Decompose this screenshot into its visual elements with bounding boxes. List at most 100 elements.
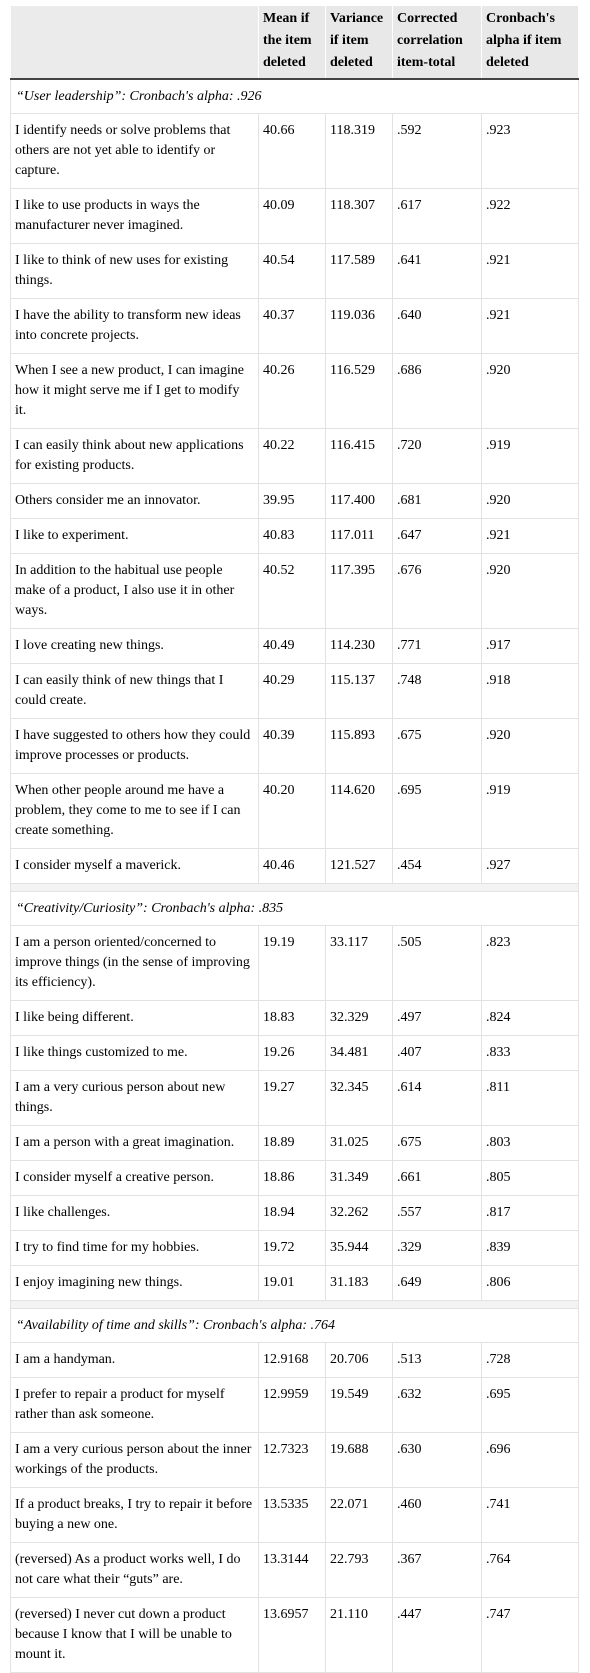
stat-value: 114.230 xyxy=(325,628,393,664)
item-statement: Others consider me an innovator. xyxy=(10,483,259,519)
item-statement: (reversed) I never cut down a product be… xyxy=(10,1597,259,1673)
stat-value: 19.26 xyxy=(258,1035,326,1071)
stat-value: .630 xyxy=(392,1432,482,1488)
stat-value: .748 xyxy=(392,663,482,719)
stat-value: .917 xyxy=(481,628,579,664)
stat-value: .923 xyxy=(481,113,579,189)
stat-value: 34.481 xyxy=(325,1035,393,1071)
table-row: I am a person oriented/concerned to impr… xyxy=(10,925,579,1001)
table-row: I like being different. 18.83 32.329.497.8… xyxy=(10,1000,579,1036)
stat-value: .686 xyxy=(392,353,482,429)
stat-value: 22.071 xyxy=(325,1487,393,1543)
item-statement: I can easily think of new things that I … xyxy=(10,663,259,719)
stat-value: 22.793 xyxy=(325,1542,393,1598)
stat-value: .839 xyxy=(481,1230,579,1266)
stat-value: .720 xyxy=(392,428,482,484)
table-row: I am a very curious person about the inn… xyxy=(10,1432,579,1488)
stat-value: .329 xyxy=(392,1230,482,1266)
section-spacer-cell xyxy=(10,1300,579,1309)
stat-value: 115.137 xyxy=(325,663,393,719)
item-statement: When other people around me have a probl… xyxy=(10,773,259,849)
reliability-table-container: Mean if the item deleted Variance if item… xyxy=(10,6,579,1673)
stat-value: .921 xyxy=(481,243,579,299)
stat-value: .824 xyxy=(481,1000,579,1036)
stat-value: .681 xyxy=(392,483,482,519)
section-title-row: “User leadership”: Cronbach's alpha: .92… xyxy=(10,79,579,114)
stat-value: .922 xyxy=(481,188,579,244)
stat-value: .640 xyxy=(392,298,482,354)
stat-value: 32.329 xyxy=(325,1000,393,1036)
table-body: “User leadership”: Cronbach's alpha: .92… xyxy=(10,79,579,1673)
section-spacer xyxy=(10,883,579,892)
item-statement: I have suggested to others how they coul… xyxy=(10,718,259,774)
stat-value: .920 xyxy=(481,353,579,429)
stat-value: .592 xyxy=(392,113,482,189)
table-row: When other people around me have a probl… xyxy=(10,773,579,849)
stat-value: 40.83 xyxy=(258,518,326,554)
reliability-table: Mean if the item deleted Variance if item… xyxy=(10,6,579,1673)
stat-value: .728 xyxy=(481,1342,579,1378)
stat-value: 117.589 xyxy=(325,243,393,299)
stat-value: 18.94 xyxy=(258,1195,326,1231)
stat-value: 116.415 xyxy=(325,428,393,484)
stat-value: 40.52 xyxy=(258,553,326,629)
item-statement: I like being different. xyxy=(10,1000,259,1036)
stat-value: .817 xyxy=(481,1195,579,1231)
stat-value: .407 xyxy=(392,1035,482,1071)
item-statement: I am a person with a great imagination. xyxy=(10,1125,259,1161)
stat-value: .927 xyxy=(481,848,579,884)
stat-value: .823 xyxy=(481,925,579,1001)
table-row: I prefer to repair a product for myself … xyxy=(10,1377,579,1433)
section-spacer-cell xyxy=(10,883,579,892)
stat-value: .675 xyxy=(392,718,482,774)
table-row: If a product breaks, I try to repair it … xyxy=(10,1487,579,1543)
stat-value: .921 xyxy=(481,298,579,354)
stat-value: 18.83 xyxy=(258,1000,326,1036)
stat-value: 18.89 xyxy=(258,1125,326,1161)
stat-value: .919 xyxy=(481,773,579,849)
header-cell: Cronbach's alpha if item deleted xyxy=(481,6,579,79)
table-row: I am a handyman. 12.9168 20.706.513.728 xyxy=(10,1342,579,1378)
stat-value: 33.117 xyxy=(325,925,393,1001)
stat-value: 19.01 xyxy=(258,1265,326,1301)
stat-value: 32.345 xyxy=(325,1070,393,1126)
stat-value: 118.307 xyxy=(325,188,393,244)
item-statement: I am a very curious person about the inn… xyxy=(10,1432,259,1488)
stat-value: .617 xyxy=(392,188,482,244)
item-statement: I like to experiment. xyxy=(10,518,259,554)
stat-value: 117.011 xyxy=(325,518,393,554)
stat-value: 40.49 xyxy=(258,628,326,664)
stat-value: 40.22 xyxy=(258,428,326,484)
stat-value: 40.46 xyxy=(258,848,326,884)
table-row: I consider myself a maverick. 40.46 121.52… xyxy=(10,848,579,884)
stat-value: 19.688 xyxy=(325,1432,393,1488)
item-statement: I try to find time for my hobbies. xyxy=(10,1230,259,1266)
item-statement: In addition to the habitual use people m… xyxy=(10,553,259,629)
item-statement: If a product breaks, I try to repair it … xyxy=(10,1487,259,1543)
stat-value: 114.620 xyxy=(325,773,393,849)
stat-value: .647 xyxy=(392,518,482,554)
item-statement: I like to think of new uses for existing… xyxy=(10,243,259,299)
stat-value: 13.3144 xyxy=(258,1542,326,1598)
stat-value: .675 xyxy=(392,1125,482,1161)
stat-value: .513 xyxy=(392,1342,482,1378)
stat-value: 31.025 xyxy=(325,1125,393,1161)
header-row: Mean if the item deleted Variance if item… xyxy=(10,6,579,79)
table-row: I try to find time for my hobbies. 19.72 3… xyxy=(10,1230,579,1266)
stat-value: .661 xyxy=(392,1160,482,1196)
table-row: (reversed) As a product works well, I do… xyxy=(10,1542,579,1598)
stat-value: 12.9168 xyxy=(258,1342,326,1378)
item-statement: I like things customized to me. xyxy=(10,1035,259,1071)
stat-value: 118.319 xyxy=(325,113,393,189)
table-row: I have the ability to transform new idea… xyxy=(10,298,579,354)
stat-value: 115.893 xyxy=(325,718,393,774)
stat-value: .921 xyxy=(481,518,579,554)
stat-value: 40.39 xyxy=(258,718,326,774)
stat-value: 40.09 xyxy=(258,188,326,244)
stat-value: .557 xyxy=(392,1195,482,1231)
table-row: I enjoy imagining new things. 19.01 31.183… xyxy=(10,1265,579,1301)
header-cell: Corrected correlation item-total xyxy=(392,6,482,79)
item-statement: I am a handyman. xyxy=(10,1342,259,1378)
item-statement: I have the ability to transform new idea… xyxy=(10,298,259,354)
stat-value: .505 xyxy=(392,925,482,1001)
